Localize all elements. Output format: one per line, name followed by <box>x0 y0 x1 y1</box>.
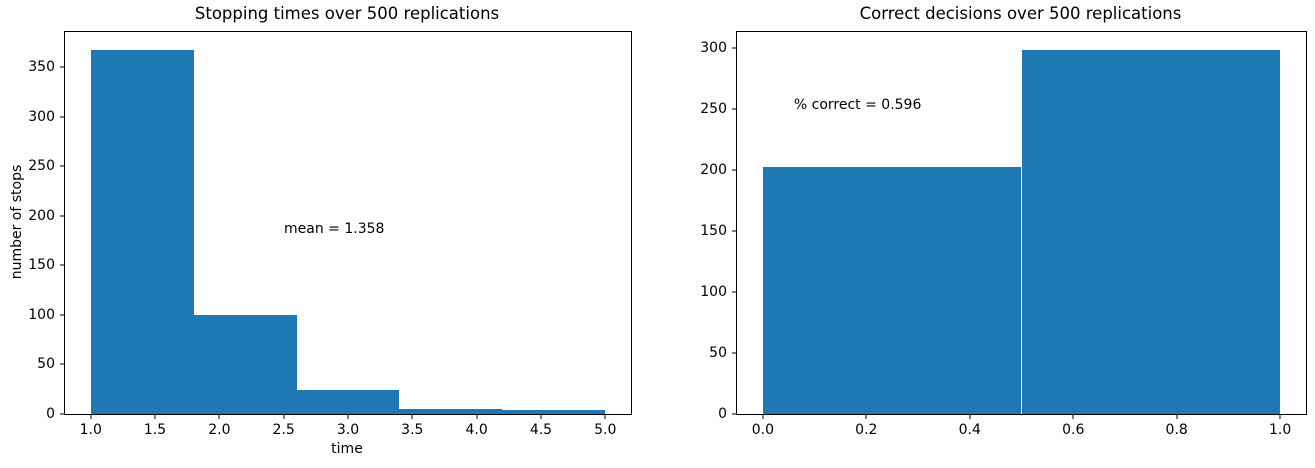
x-tick-mark <box>1176 415 1178 419</box>
y-tick-label: 150 <box>28 257 55 274</box>
x-tick-mark <box>411 415 413 419</box>
y-tick-mark <box>732 352 736 354</box>
histogram-bar <box>1021 50 1281 414</box>
plot-area-correct-decisions: % correct = 0.596 0.0 0.2 0.4 0.6 0.8 1.0 0 50 1… <box>700 31 1307 438</box>
x-tick-label: 0.6 <box>1062 422 1085 438</box>
y-tick-label: 350 <box>28 59 55 76</box>
x-tick-mark <box>154 415 156 419</box>
y-tick-mark <box>60 165 64 167</box>
x-tick-mark <box>969 415 971 419</box>
percent-correct-annotation: % correct = 0.596 <box>793 97 922 114</box>
chart-title: Correct decisions over 500 replications <box>859 4 1182 23</box>
x-tick-label: 5.0 <box>594 422 617 438</box>
y-tick-mark <box>60 215 64 217</box>
x-tick-label: 0.0 <box>751 422 774 438</box>
y-tick-label: 0 <box>718 406 727 422</box>
y-tick-label: 250 <box>28 158 55 175</box>
histogram-bar <box>90 50 194 414</box>
x-tick-mark <box>604 415 606 419</box>
x-tick-mark <box>762 415 764 419</box>
x-tick-label: 1.0 <box>1268 422 1292 438</box>
y-tick-label: 200 <box>28 207 55 224</box>
x-tick-label: 2.0 <box>208 422 231 438</box>
y-tick-mark <box>60 116 64 118</box>
y-tick-mark <box>732 108 736 110</box>
x-tick-mark <box>1279 415 1281 419</box>
x-tick-mark <box>218 415 220 419</box>
x-tick-label: 4.5 <box>529 422 553 438</box>
plot-area-stopping-times: mean = 1.358 1.0 1.5 2.0 2.5 3.0 3.5 4.0 4.5 5.0… <box>28 31 632 438</box>
x-tick-mark <box>1072 415 1074 419</box>
x-tick-label: 4.0 <box>465 422 488 438</box>
y-tick-label: 0 <box>46 406 55 422</box>
x-tick-mark <box>865 415 867 419</box>
x-tick-mark <box>90 415 92 419</box>
x-tick-label: 0.8 <box>1165 422 1188 438</box>
y-tick-label: 250 <box>700 100 727 117</box>
y-tick-mark <box>732 413 736 415</box>
y-tick-label: 300 <box>28 108 55 125</box>
y-tick-mark <box>732 291 736 293</box>
y-tick-mark <box>732 169 736 171</box>
x-tick-label: 3.5 <box>401 422 424 438</box>
x-tick-label: 2.5 <box>272 422 295 438</box>
y-tick-label: 50 <box>709 344 727 361</box>
x-tick-label: 0.2 <box>855 422 878 438</box>
y-tick-mark <box>60 363 64 365</box>
x-tick-mark <box>283 415 285 419</box>
chart-title: Stopping times over 500 replications <box>194 4 500 23</box>
histogram-bar <box>296 390 400 414</box>
y-tick-mark <box>732 230 736 232</box>
y-tick-label: 200 <box>700 161 727 178</box>
histogram-bar <box>762 167 1022 414</box>
x-axis-label: time <box>331 441 363 457</box>
x-tick-mark <box>476 415 478 419</box>
x-tick-label: 3.0 <box>336 422 360 438</box>
x-tick-label: 1.0 <box>79 422 102 438</box>
y-tick-mark <box>732 47 736 49</box>
y-tick-mark <box>60 264 64 266</box>
histogram-bar <box>193 314 297 414</box>
histogram-bar <box>502 410 606 414</box>
y-tick-mark <box>60 413 64 415</box>
y-tick-mark <box>60 314 64 316</box>
mean-annotation: mean = 1.358 <box>284 221 385 238</box>
x-tick-mark <box>347 415 349 419</box>
y-tick-label: 300 <box>700 39 727 56</box>
x-tick-mark <box>540 415 542 419</box>
y-tick-label: 50 <box>37 356 55 373</box>
y-tick-mark <box>60 66 64 68</box>
y-tick-label: 100 <box>700 283 727 300</box>
y-tick-label: 100 <box>28 306 55 323</box>
histogram-bar <box>399 409 503 414</box>
x-tick-label: 1.5 <box>143 422 167 438</box>
y-tick-label: 150 <box>700 222 727 239</box>
x-tick-label: 0.4 <box>958 422 981 438</box>
